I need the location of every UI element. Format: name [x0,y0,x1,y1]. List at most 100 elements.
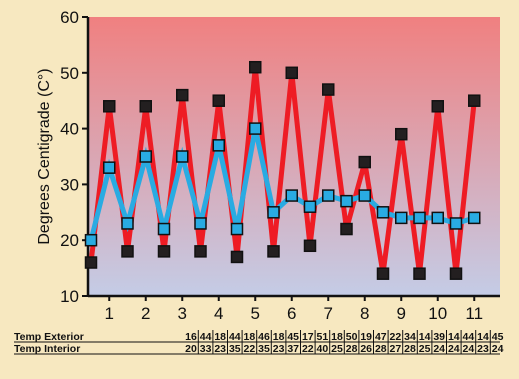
series-lines [88,66,477,275]
table-row-label: Temp Exterior [14,331,84,343]
series-1-point [84,233,98,247]
table-cell: 24 [448,343,460,355]
series-0-point [285,66,298,80]
table-cell: 39 [433,331,445,343]
y-tick-label: 40 [60,120,79,139]
series-1-point [157,222,171,236]
table-cell: 35 [229,343,241,355]
series-0-point [340,222,353,236]
table-cell: 20 [185,343,197,355]
table-cell: 28 [404,343,416,355]
series-1-point [249,122,262,135]
x-tick-label: 3 [178,304,187,323]
y-axis-ticks: 10 20 30 40 50 60 [60,8,88,306]
x-tick-label: 9 [397,304,406,323]
x-tick-label: 10 [428,304,447,323]
x-tick-label: 11 [465,304,483,323]
table-cell: 46 [258,331,270,343]
table-cell: 34 [404,331,416,343]
series-0-point [431,100,444,113]
x-tick-label: 5 [251,304,260,323]
series-1-point [322,189,335,202]
table-cell: 24 [463,343,475,355]
y-axis-label: Degrees Centigrade (C°) [36,68,53,244]
series-1-point [121,217,134,230]
series-0-point [139,100,152,113]
series-1-point [230,222,244,236]
table-cell: 18 [273,331,285,343]
table-cell: 22 [244,343,256,355]
table-cell: 23 [214,343,226,355]
series-markers [84,60,481,280]
series-1-point [103,161,116,174]
table-cell: 40 [317,343,329,355]
series-0-point [449,267,463,280]
series-0-point [413,267,426,280]
x-tick-label: 7 [324,304,333,323]
x-tick-label: 1 [105,304,114,323]
series-1-point [340,194,353,208]
series-0-point [212,94,225,107]
table-cell: 27 [390,343,402,355]
series-0-point [230,250,244,264]
series-1-point [194,217,207,230]
table-cell: 47 [375,331,387,343]
series-1-point [303,200,317,213]
table-cell: 24 [433,343,445,355]
series-1-point [285,189,298,202]
series-0-point [395,127,408,141]
x-axis-ticks: 1 2 3 4 5 6 7 8 9 10 11 [105,296,483,323]
x-tick-label: 8 [360,304,369,323]
series-1-point [212,139,225,152]
series-1-point [395,211,408,225]
table-cell: 33 [200,343,212,355]
series-1-point [358,189,371,202]
series-1-point [431,211,444,225]
table-cell: 23 [477,343,489,355]
table-cell: 22 [302,343,314,355]
series-line-1 [88,128,476,241]
series-0-point [176,88,189,102]
table-cell: 50 [346,331,358,343]
series-1-point [176,150,189,163]
table-row-label: Temp Interior [14,343,80,355]
series-1-point [376,206,390,219]
table-cell: 37 [287,343,299,355]
data-table: Temp Exterior 16 44 18 44 18 46 18 45 17 51 18 50 19 4… [14,330,504,355]
table-cell: 44 [200,331,212,343]
y-tick-label: 10 [60,287,79,306]
table-cell: 18 [331,331,343,343]
table-cell: 17 [302,331,314,343]
table-cell: 23 [273,343,285,355]
table-cell: 28 [346,343,358,355]
table-cell: 18 [214,331,226,343]
series-1-point [413,211,426,225]
series-0-point [322,83,335,96]
table-cell: 16 [185,331,197,343]
table-cell: 25 [331,343,343,355]
axes [86,17,500,298]
table-cell: 28 [375,343,387,355]
table-cell: 45 [492,331,504,343]
y-tick-label: 60 [60,8,79,27]
series-0-point [303,239,317,253]
series-0-point [157,245,171,258]
table-cell: 26 [360,343,372,355]
y-tick-label: 50 [60,64,79,83]
table-cell: 14 [419,331,431,343]
series-0-point [468,94,481,107]
series-1-point [468,211,481,225]
x-tick-label: 2 [141,304,150,323]
series-0-point [194,245,207,258]
series-0-point [103,100,116,113]
table-cell: 35 [258,343,270,355]
series-0-point [249,60,262,74]
series-line-0 [88,66,477,275]
y-tick-label: 20 [60,231,79,250]
series-1-point [267,206,280,219]
table-cell: 44 [463,331,475,343]
series-1-point [139,150,152,163]
table-cell: 14 [448,331,460,343]
